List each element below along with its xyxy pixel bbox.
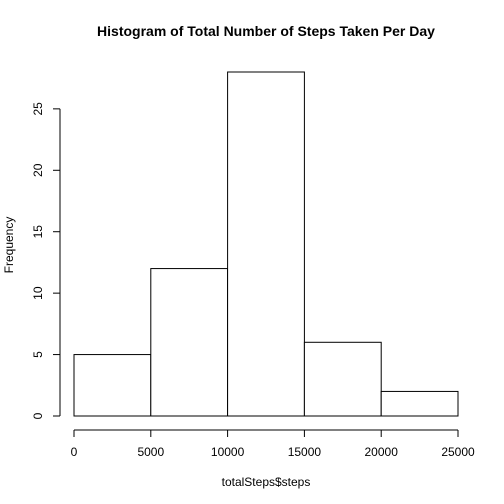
y-axis: 0 5 10 15 20 25 xyxy=(31,102,61,419)
x-tick-label-4: 20000 xyxy=(365,445,399,459)
histogram-bar-3 xyxy=(303,341,382,417)
histogram-bar-2 xyxy=(227,71,305,417)
y-tick-label-3: 15 xyxy=(31,225,45,239)
x-tick-label-1: 5000 xyxy=(137,445,164,459)
y-tick-label-5: 25 xyxy=(31,102,45,116)
x-tick-label-0: 0 xyxy=(71,445,78,459)
y-tick-label-2: 10 xyxy=(31,286,45,300)
y-tick-label-1: 5 xyxy=(31,351,45,358)
y-tick-label-0: 0 xyxy=(31,412,45,419)
histogram-bar-0 xyxy=(73,354,152,417)
x-axis-label: totalSteps$steps xyxy=(222,475,311,489)
x-axis: 0 5000 10000 15000 20000 25000 xyxy=(71,429,475,459)
y-axis-label: Frequency xyxy=(2,217,16,274)
x-tick-label-3: 15000 xyxy=(288,445,322,459)
x-tick-label-5: 25000 xyxy=(441,445,475,459)
chart-title: Histogram of Total Number of Steps Taken… xyxy=(97,23,435,39)
y-tick-label-4: 20 xyxy=(31,163,45,177)
x-tick-label-2: 10000 xyxy=(211,445,245,459)
bars-group xyxy=(73,71,459,417)
histogram-bar-4 xyxy=(380,390,459,417)
histogram-bar-1 xyxy=(150,268,229,417)
